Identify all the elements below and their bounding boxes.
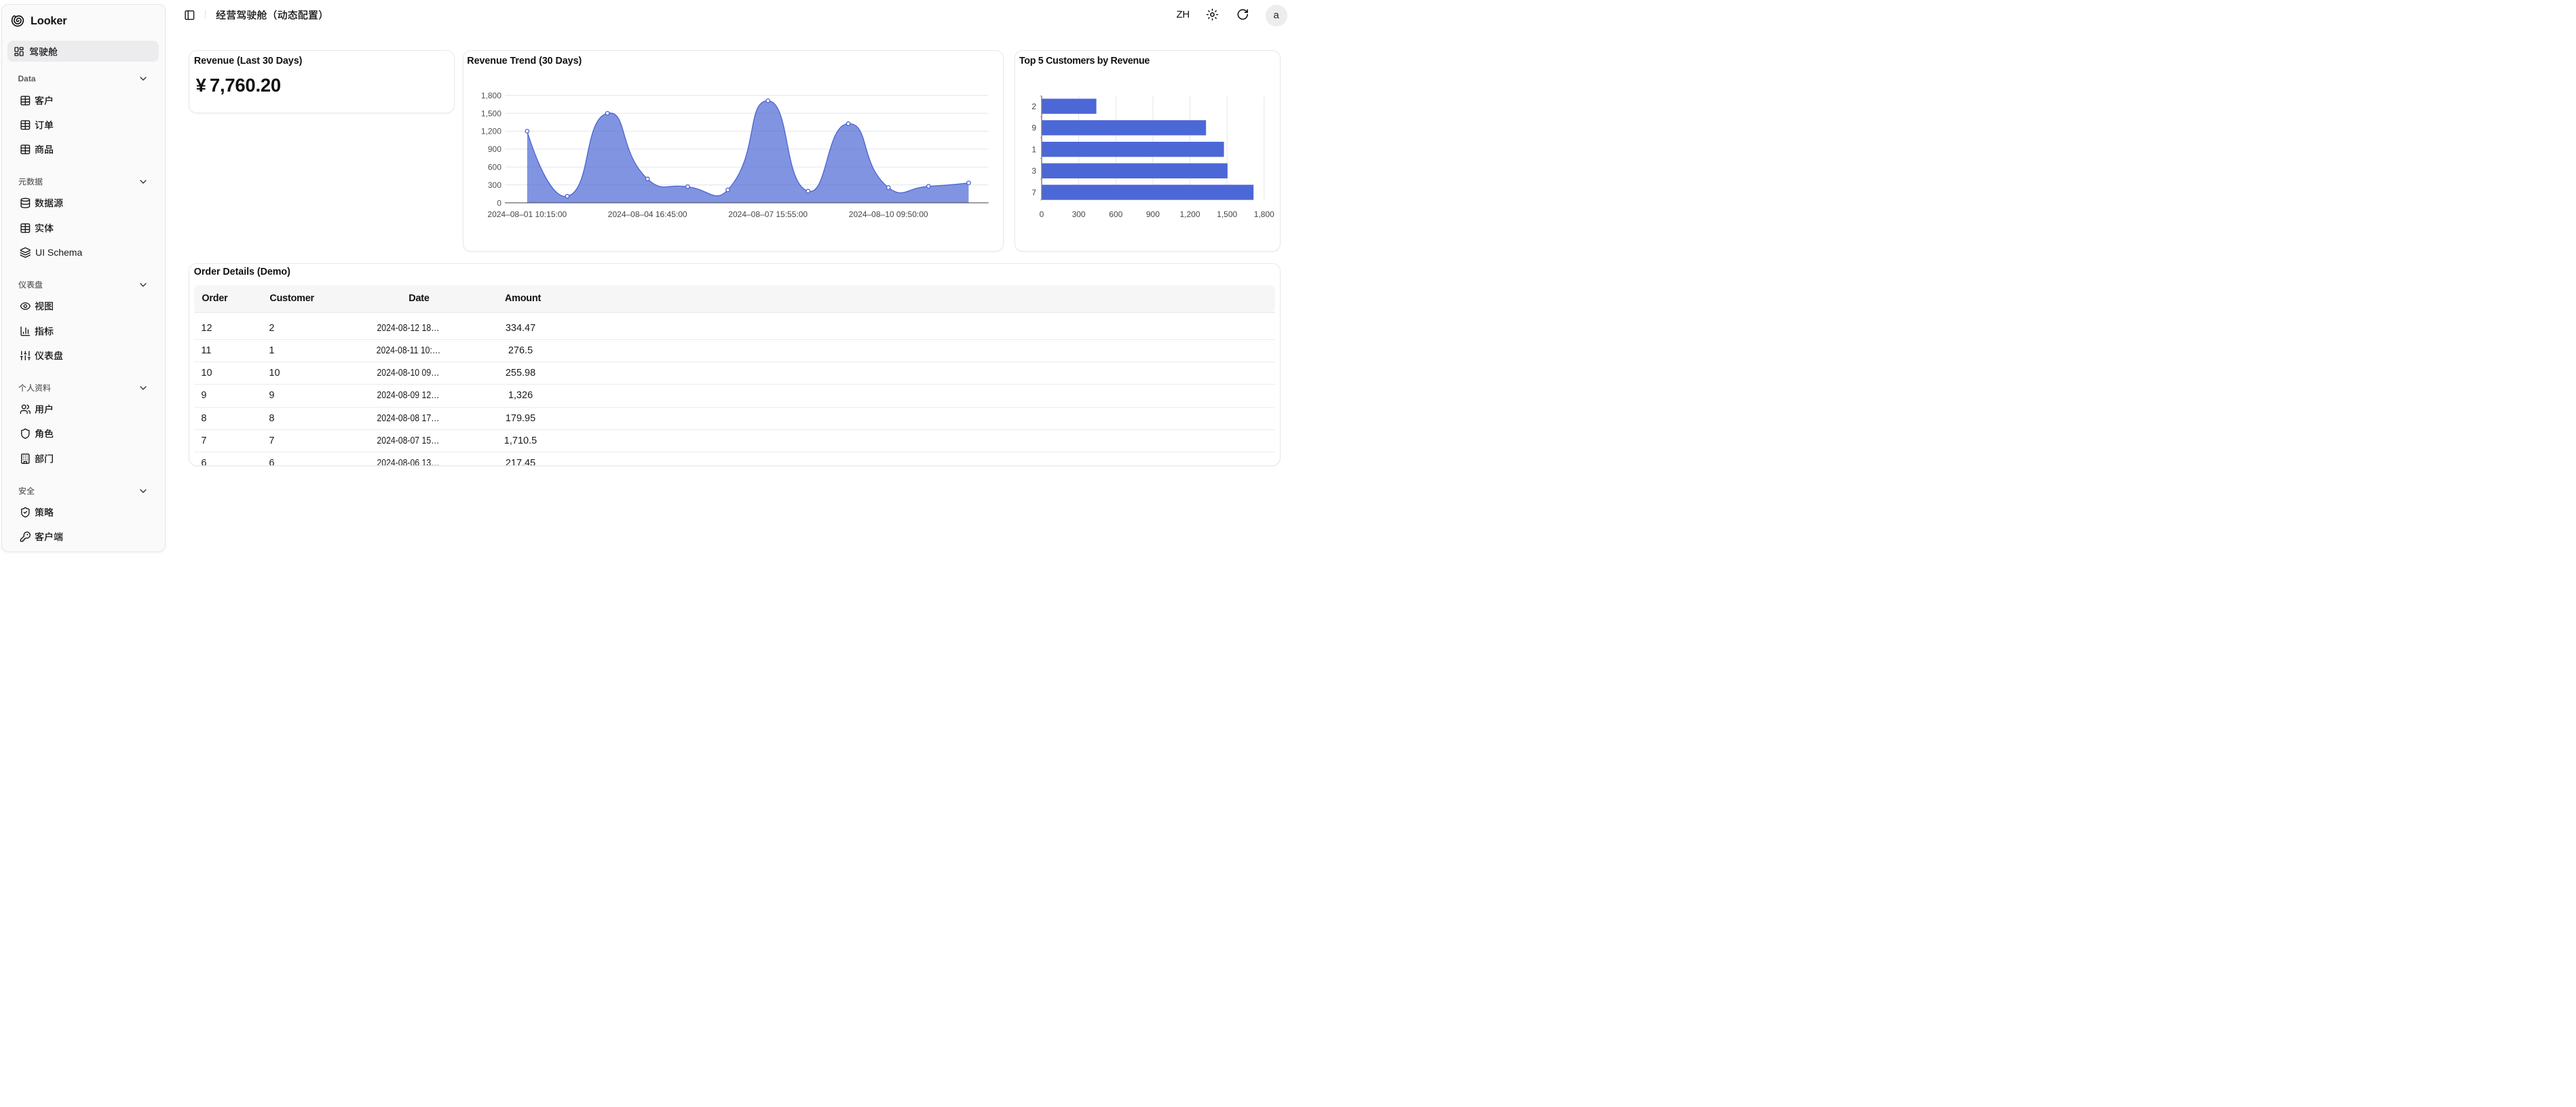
svg-text:1,200: 1,200 [1179, 210, 1200, 219]
svg-text:0: 0 [1040, 210, 1044, 219]
svg-text:300: 300 [1072, 210, 1086, 219]
svg-text:7: 7 [1031, 188, 1036, 197]
svg-text:2024–08–07 15:55:00: 2024–08–07 15:55:00 [728, 210, 808, 219]
svg-text:1,500: 1,500 [481, 109, 501, 118]
svg-text:1: 1 [1031, 145, 1036, 155]
svg-text:600: 600 [488, 163, 501, 172]
svg-text:9: 9 [1031, 123, 1036, 133]
svg-text:1,800: 1,800 [481, 91, 501, 100]
svg-text:600: 600 [1109, 210, 1122, 219]
svg-text:900: 900 [488, 144, 501, 154]
svg-text:3: 3 [1031, 166, 1036, 176]
svg-text:1,500: 1,500 [1217, 210, 1237, 219]
svg-text:0: 0 [497, 198, 501, 208]
svg-text:1,800: 1,800 [1254, 210, 1274, 219]
svg-text:2024–08–01 10:15:00: 2024–08–01 10:15:00 [487, 210, 567, 219]
svg-text:300: 300 [488, 180, 501, 190]
svg-text:900: 900 [1146, 210, 1160, 219]
svg-text:2: 2 [1031, 102, 1036, 111]
svg-text:2024–08–04 16:45:00: 2024–08–04 16:45:00 [608, 210, 687, 219]
svg-text:2024–08–10 09:50:00: 2024–08–10 09:50:00 [849, 210, 928, 219]
svg-text:1,200: 1,200 [481, 127, 501, 136]
